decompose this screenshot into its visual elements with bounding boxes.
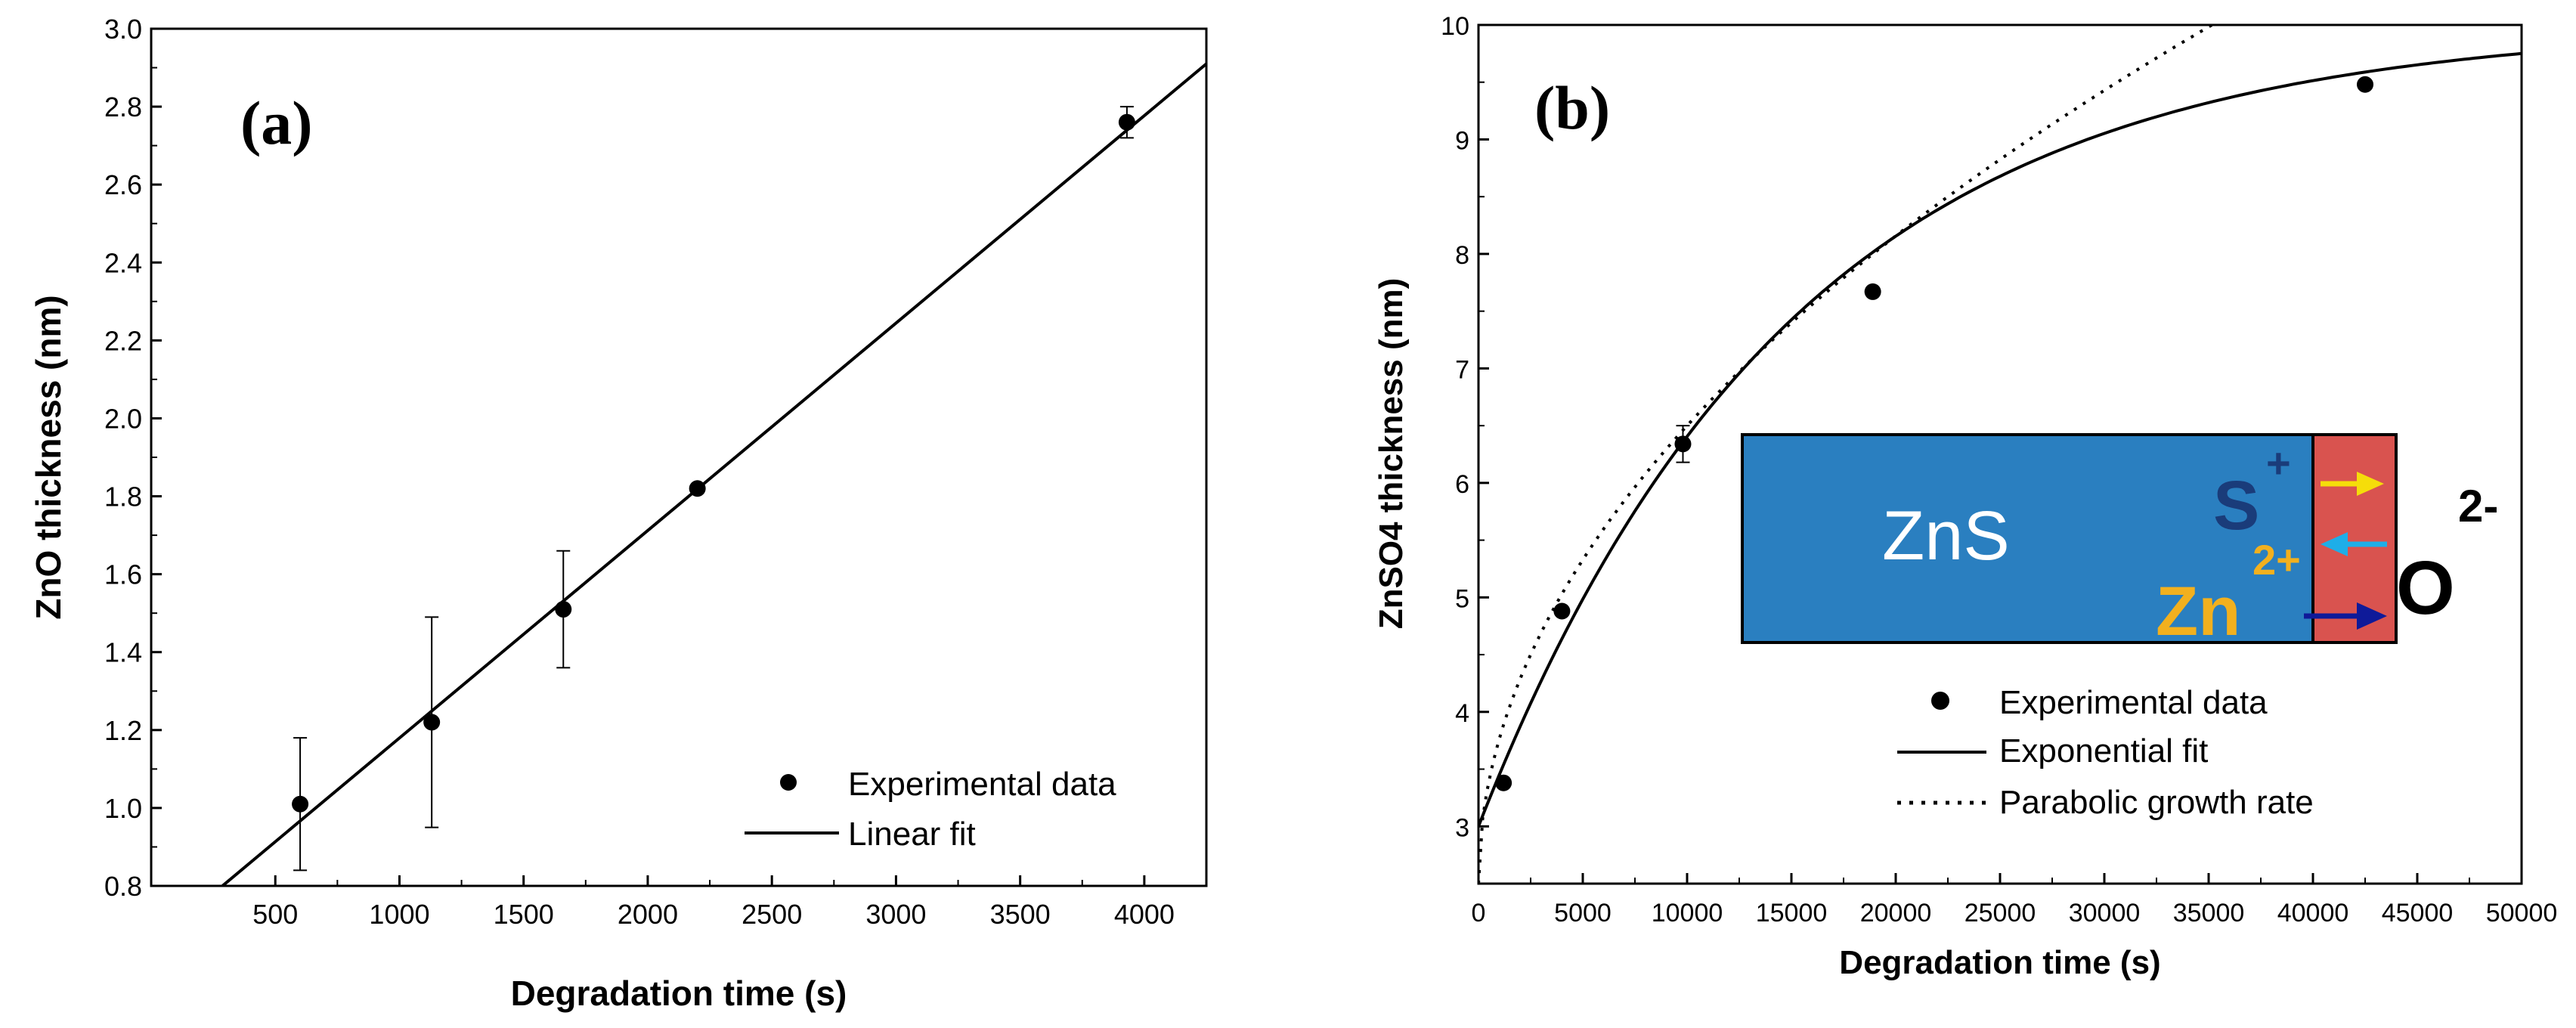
chart-b-y-tick-label: 10: [1441, 12, 1469, 41]
chart-b-legend-label-points: Experimental data: [1999, 684, 2268, 721]
chart-a-y-tick-label: 1.2: [104, 715, 142, 746]
chart-b-y-axis-label: ZnSO4 thickness (nm): [1373, 278, 1410, 630]
chart-a-y-tick-label: 2.8: [104, 91, 142, 122]
inset-zn-charge: 2+: [2252, 536, 2301, 584]
chart-a-x-tick-label: 1000: [369, 899, 429, 930]
chart-a-data-point: [292, 795, 309, 813]
chart-a-y-tick-label: 1.6: [104, 559, 142, 590]
chart-b-legend: Experimental data Exponential fit Parabo…: [1897, 684, 2314, 821]
chart-b-data-point: [2357, 76, 2373, 93]
inset-o-symbol: O: [2396, 546, 2455, 630]
chart-a-x-tick-label: 500: [252, 899, 298, 930]
chart-b: 0 5000 10000 15000 20000 25000 30000 35000 40000…: [1373, 12, 2558, 981]
chart-b-plot-area: 0 5000 10000 15000 20000 25000 30000 35000 40000…: [1441, 12, 2558, 927]
chart-a-x-tick-label: 2500: [742, 899, 802, 930]
chart-a-y-tick-label: 1.0: [104, 793, 142, 824]
chart-b-data-point: [1553, 602, 1571, 620]
chart-a-legend-label-line: Linear fit: [848, 816, 976, 853]
chart-a-plot-frame: [150, 27, 1208, 887]
inset-zns-label: ZnS: [1882, 497, 2010, 574]
chart-b-y-tick-label: 3: [1455, 813, 1469, 842]
inset-zn-symbol: Zn: [2156, 573, 2240, 650]
chart-a-y-axis-label: ZnO thickness (nm): [29, 295, 68, 619]
chart-b-y-tick-label: 5: [1455, 584, 1469, 613]
chart-a: 500 1000 1500 2000 2500 3000 3500 4000 0.8 1.0 1.2…: [29, 14, 1208, 1013]
inset-arrow-right-yellow: [2321, 472, 2384, 496]
chart-a-x-axis-label: Degradation time (s): [511, 974, 847, 1013]
chart-b-y-tick-label: 6: [1455, 470, 1469, 499]
chart-a-y-tick-label: 1.4: [104, 637, 142, 668]
chart-a-x-tick-label: 3500: [990, 899, 1051, 930]
chart-b-legend-label-line: Exponential fit: [1999, 732, 2208, 769]
chart-b-y-tick-label: 9: [1455, 126, 1469, 155]
chart-b-y-tick-label: 7: [1455, 355, 1469, 384]
inset-s-charge: +: [2266, 439, 2291, 487]
chart-b-legend-label-dotted: Parabolic growth rate: [1999, 784, 2314, 821]
chart-a-plot-area: 500 1000 1500 2000 2500 3000 3500 4000 0.8 1.0 1.2…: [104, 14, 1206, 930]
chart-b-data-point: [1864, 283, 1881, 300]
chart-b-x-tick-label: 40000: [2277, 899, 2349, 927]
chart-a-legend-marker-points: [780, 774, 797, 791]
chart-a-y-tick-label: 2.0: [104, 403, 142, 434]
chart-b-x-tick-label: 5000: [1554, 899, 1612, 927]
inset-arrow-right-navy: [2304, 602, 2387, 630]
chart-a-x-tick-label: 3000: [865, 899, 926, 930]
chart-b-y-tick-label: 4: [1455, 699, 1469, 728]
chart-b-x-tick-label: 25000: [1965, 899, 2036, 927]
inset-s-symbol: S: [2213, 467, 2259, 544]
chart-a-x-tick-label: 1500: [494, 899, 554, 930]
chart-b-x-tick-label: 15000: [1756, 899, 1828, 927]
chart-a-fit-line: [221, 62, 1206, 886]
inset-oxide-layer: [2311, 433, 2398, 644]
chart-b-legend-marker-points: [1931, 692, 1949, 710]
inset-zns-layer: [1741, 433, 2314, 644]
chart-a-x-tick-label: 2000: [618, 899, 678, 930]
chart-b-data-point: [1495, 774, 1512, 791]
chart-b-inset: ZnS S + Zn 2+ O 2-: [1741, 433, 2498, 650]
inset-s-ion: S: [2213, 467, 2259, 544]
chart-a-y-tick-label: 1.8: [104, 481, 142, 512]
chart-b-x-axis-label: Degradation time (s): [1839, 944, 2160, 981]
chart-b-x-tick-label: 35000: [2173, 899, 2245, 927]
chart-a-y-tick-label: 2.6: [104, 169, 142, 200]
chart-a-x-tick-label: 4000: [1114, 899, 1175, 930]
chart-a-y-tick-label: 2.2: [104, 325, 142, 356]
chart-a-y-tick-label: 3.0: [104, 14, 142, 45]
chart-b-exponential-fit-line: [1478, 51, 2522, 828]
chart-a-y-tick-label: 2.4: [104, 247, 142, 278]
inset-o-charge: 2-: [2458, 481, 2498, 531]
chart-a-data-point: [1118, 113, 1135, 131]
chart-a-data-point: [423, 714, 441, 731]
chart-b-x-tick-label: 30000: [2069, 899, 2141, 927]
chart-a-panel-label: (a): [240, 88, 313, 157]
chart-b-y-tick-label: 8: [1455, 241, 1469, 270]
chart-b-x-tick-label: 0: [1472, 899, 1486, 927]
chart-b-x-tick-label: 20000: [1860, 899, 1932, 927]
chart-a-legend: Experimental data Linear fit: [745, 766, 1116, 853]
chart-a-data-point: [555, 601, 572, 618]
chart-a-y-tick-label: 0.8: [104, 871, 142, 902]
chart-b-x-tick-label: 45000: [2382, 899, 2454, 927]
chart-b-x-tick-label: 10000: [1652, 899, 1723, 927]
chart-b-x-tick-label: 50000: [2486, 899, 2558, 927]
chart-b-panel-label: (b): [1534, 73, 1610, 142]
inset-arrow-left-cyan: [2321, 532, 2387, 556]
chart-a-legend-label-points: Experimental data: [848, 766, 1116, 803]
